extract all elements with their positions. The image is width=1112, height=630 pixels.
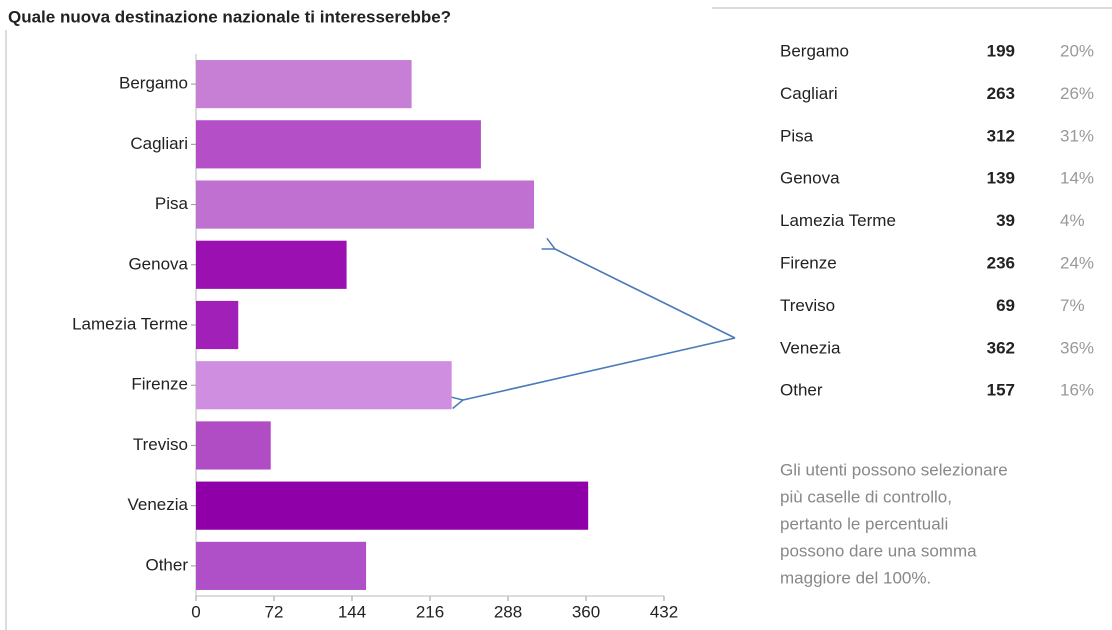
bar xyxy=(196,120,481,169)
y-tick-label: Firenze xyxy=(131,375,188,394)
y-tick-label: Venezia xyxy=(128,495,189,514)
bar xyxy=(196,421,271,470)
chart-title: Quale nuova destinazione nazionale ti in… xyxy=(8,7,451,26)
x-tick-label: 0 xyxy=(191,602,200,621)
note-line: maggiore del 100%. xyxy=(780,568,931,587)
x-tick-label: 144 xyxy=(338,602,366,621)
table-count: 199 xyxy=(987,41,1015,60)
table-count: 236 xyxy=(987,253,1015,272)
table-count: 312 xyxy=(987,126,1015,145)
table-name: Pisa xyxy=(780,126,814,145)
x-tick-label: 360 xyxy=(572,602,600,621)
table-percent: 20% xyxy=(1060,41,1094,60)
table-percent: 4% xyxy=(1060,211,1085,230)
y-tick-label: Genova xyxy=(128,254,188,273)
x-tick-label: 72 xyxy=(265,602,284,621)
bar xyxy=(196,481,589,530)
y-tick-label: Pisa xyxy=(155,194,189,213)
bar xyxy=(196,60,412,109)
table-name: Bergamo xyxy=(780,41,849,60)
arrow xyxy=(555,249,736,339)
y-tick-label: Cagliari xyxy=(130,134,188,153)
bar xyxy=(196,300,239,350)
table-percent: 24% xyxy=(1060,253,1094,272)
note-line: Gli utenti possono selezionare xyxy=(780,460,1008,479)
table-percent: 26% xyxy=(1060,84,1094,103)
x-tick-label: 216 xyxy=(416,602,444,621)
table-count: 39 xyxy=(996,211,1015,230)
table-name: Treviso xyxy=(780,296,835,315)
table-count: 362 xyxy=(987,338,1015,357)
table-percent: 31% xyxy=(1060,126,1094,145)
table-name: Lamezia Terme xyxy=(780,211,896,230)
table-name: Cagliari xyxy=(780,84,838,103)
table-count: 69 xyxy=(996,296,1015,315)
bar xyxy=(196,361,452,410)
y-tick-label: Lamezia Terme xyxy=(72,314,188,333)
arrow xyxy=(463,337,736,400)
table-percent: 7% xyxy=(1060,296,1085,315)
table-count: 157 xyxy=(987,381,1015,400)
y-tick-label: Other xyxy=(145,555,188,574)
note-line: pertanto le percentuali xyxy=(780,514,948,533)
table-name: Firenze xyxy=(780,253,837,272)
x-tick-label: 288 xyxy=(494,602,522,621)
bar xyxy=(196,180,534,229)
table-name: Venezia xyxy=(780,338,841,357)
table-percent: 36% xyxy=(1060,338,1094,357)
table-percent: 16% xyxy=(1060,381,1094,400)
table-name: Other xyxy=(780,381,823,400)
bar xyxy=(196,240,347,289)
x-tick-label: 432 xyxy=(650,602,678,621)
table-count: 139 xyxy=(987,169,1015,188)
y-tick-label: Treviso xyxy=(133,435,188,454)
table-percent: 14% xyxy=(1060,169,1094,188)
y-tick-label: Bergamo xyxy=(119,74,188,93)
bar xyxy=(196,541,367,590)
table-name: Genova xyxy=(780,169,840,188)
note-line: possono dare una somma xyxy=(780,541,977,560)
table-count: 263 xyxy=(987,84,1015,103)
note-line: più caselle di controllo, xyxy=(780,487,952,506)
